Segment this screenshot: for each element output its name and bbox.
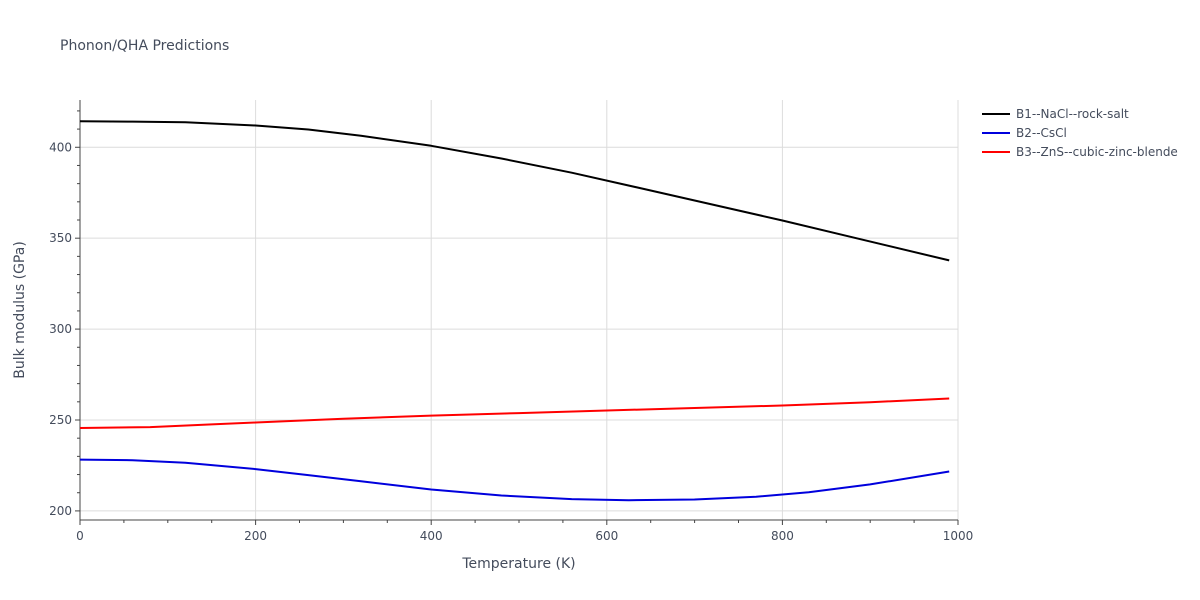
series-line-1	[79, 120, 950, 262]
y-tick-label: 250	[49, 413, 72, 427]
series-layer	[79, 120, 950, 502]
y-axis-title: Bulk modulus (GPa)	[12, 241, 28, 379]
grid-layer	[80, 100, 959, 520]
x-tick-label: 200	[244, 529, 267, 543]
legend-label-2: B2--CsCl	[1016, 126, 1067, 140]
x-tick-label: 800	[771, 529, 794, 543]
x-tick-label: 0	[76, 529, 84, 543]
series-line-3	[79, 397, 950, 429]
y-tick-label: 300	[49, 322, 72, 336]
series-line-2	[79, 458, 950, 502]
x-axis-title: Temperature (K)	[461, 556, 575, 572]
axis-layer: 0 200 400 600 800 1000 200 250 300 350 400	[49, 100, 973, 543]
legend-label-3: B3--ZnS--cubic-zinc-blende	[1016, 145, 1178, 159]
y-tick-label: 400	[49, 140, 72, 154]
y-tick-label: 350	[49, 231, 72, 245]
legend-label-1: B1--NaCl--rock-salt	[1016, 107, 1129, 121]
legend: B1--NaCl--rock-salt B2--CsCl B3--ZnS--cubi…	[982, 107, 1178, 159]
x-tick-label: 400	[420, 529, 443, 543]
chart-title: Phonon/QHA Predictions	[60, 38, 229, 54]
x-tick-label: 1000	[943, 529, 974, 543]
x-tick-label: 600	[595, 529, 618, 543]
y-tick-label: 200	[49, 504, 72, 518]
